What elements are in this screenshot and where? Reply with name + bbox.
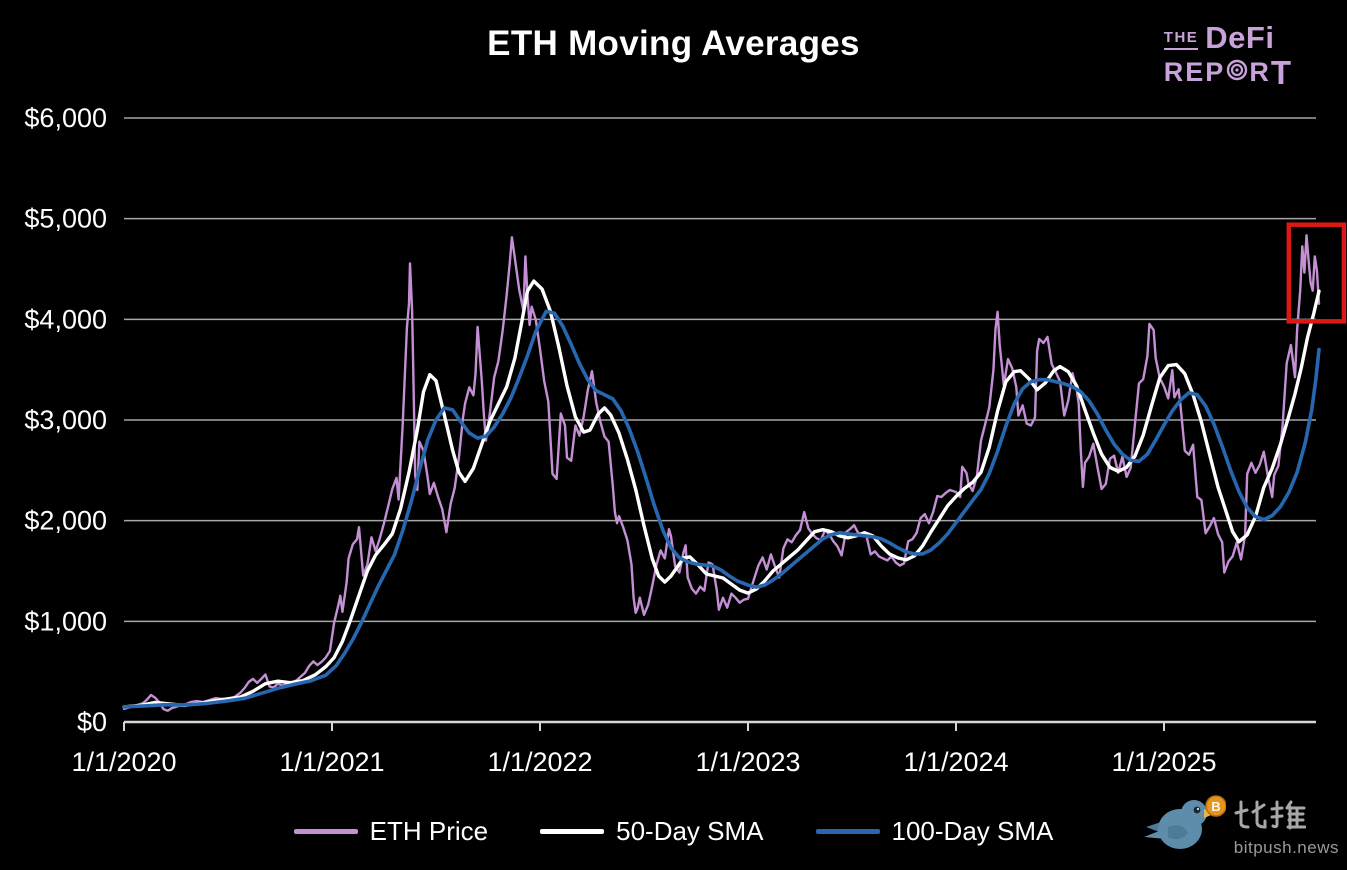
series-line-50-day-sma [122, 279, 1321, 709]
legend-swatch-50-day-sma [540, 829, 605, 834]
x-axis-label: 1/1/2020 [71, 747, 176, 777]
y-axis-label: $0 [77, 707, 107, 737]
defi-logo-defi: DeFi [1205, 20, 1275, 55]
legend-swatch-100-day-sma [815, 829, 880, 834]
defi-logo-rep: REP [1163, 57, 1226, 87]
x-axis-label: 1/1/2024 [903, 747, 1008, 777]
defi-logo-t: T [1270, 54, 1293, 91]
x-axis-label: 1/1/2021 [279, 747, 384, 777]
chart-legend: ETH Price 50-Day SMA 100-Day SMA [0, 816, 1347, 847]
bitpush-cn-wordmark [1234, 799, 1307, 836]
x-axis-label: 1/1/2023 [695, 747, 800, 777]
legend-label-eth-price: ETH Price [369, 816, 489, 846]
legend-item-100-day-sma: 100-Day SMA [815, 816, 1054, 847]
x-axis-label: 1/1/2025 [1111, 747, 1216, 777]
legend-swatch-eth-price [293, 829, 358, 834]
highlight-box-annotation [1286, 222, 1347, 324]
x-axis-label: 1/1/2022 [487, 747, 592, 777]
bullseye-icon [1226, 59, 1248, 86]
legend-item-eth-price: ETH Price [293, 816, 489, 847]
bitpush-bird-icon: B [1142, 793, 1227, 864]
legend-label-50-day-sma: 50-Day SMA [616, 816, 764, 846]
series-line-eth-price [122, 234, 1321, 712]
legend-item-50-day-sma: 50-Day SMA [540, 816, 764, 847]
y-axis-label: $2,000 [24, 506, 107, 536]
chart-title: ETH Moving Averages [487, 24, 860, 63]
y-axis-label: $1,000 [24, 606, 107, 636]
y-axis-label: $3,000 [24, 405, 107, 435]
svg-text:B: B [1211, 799, 1220, 814]
bitpush-domain: bitpush.news [1233, 838, 1339, 857]
y-axis-label: $4,000 [24, 304, 107, 334]
bitpush-logo: B [1142, 793, 1339, 864]
defi-logo-r: R [1249, 57, 1271, 87]
defi-logo-the: THE [1163, 30, 1199, 50]
y-axis-label: $5,000 [24, 204, 107, 234]
y-axis-label: $6,000 [24, 103, 107, 133]
series-line-100-day-sma [122, 309, 1321, 709]
legend-label-100-day-sma: 100-Day SMA [891, 816, 1054, 846]
